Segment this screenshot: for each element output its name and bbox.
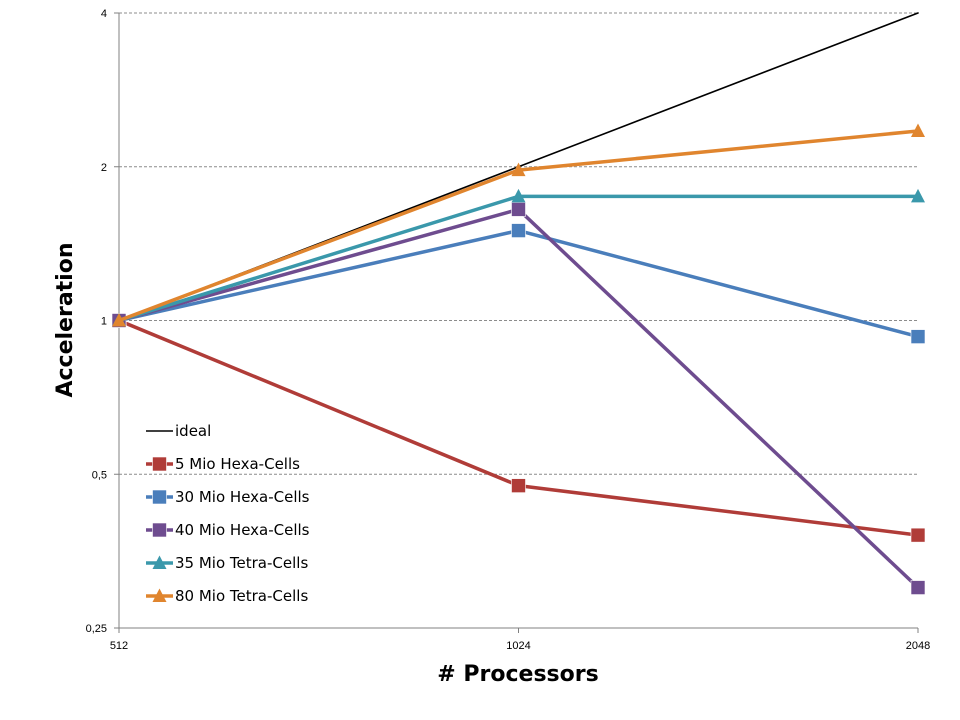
legend-swatch-marker (152, 522, 167, 538)
y-tick-label: 0,5 (92, 469, 107, 481)
series-layer (111, 12, 926, 595)
legend-item-80-mio-tetra-cells: 80 Mio Tetra-Cells (146, 587, 308, 605)
legend-item-40-mio-hexa-cells: 40 Mio Hexa-Cells (146, 521, 310, 539)
legend-label: ideal (175, 422, 211, 440)
data-point-30-mio-hexa-cells (910, 329, 926, 344)
y-axis-title: Acceleration (53, 242, 78, 397)
legend-swatch-marker (152, 588, 167, 602)
data-point-30-mio-hexa-cells (511, 223, 526, 238)
legend-label: 5 Mio Hexa-Cells (175, 455, 300, 473)
y-tick-label: 2 (101, 162, 107, 174)
legend-label: 40 Mio Hexa-Cells (175, 521, 310, 539)
y-tick-label: 1 (101, 316, 107, 328)
legend-label: 30 Mio Hexa-Cells (175, 488, 310, 506)
legend: ideal 5 Mio Hexa-Cells 30 Mio Hexa-Cells 40… (146, 422, 310, 605)
x-tick-label: 2048 (906, 640, 930, 652)
legend-swatch-marker (152, 456, 167, 472)
x-axis-title: # Processors (437, 662, 598, 687)
data-point-35-mio-tetra-cells (511, 188, 526, 203)
legend-label: 80 Mio Tetra-Cells (175, 587, 308, 605)
x-tick-label: 1024 (506, 640, 530, 652)
legend-item-5-mio-hexa-cells: 5 Mio Hexa-Cells (146, 455, 300, 473)
legend-item-35-mio-tetra-cells: 35 Mio Tetra-Cells (146, 554, 308, 572)
data-point-80-mio-tetra-cells (112, 313, 126, 327)
x-tick-label: 512 (110, 640, 128, 652)
data-point-35-mio-tetra-cells (911, 188, 925, 203)
legend-item-30-mio-hexa-cells: 30 Mio Hexa-Cells (146, 488, 310, 506)
x-tick-labels: 512 1024 2048 (110, 640, 930, 652)
data-point-80-mio-tetra-cells (911, 123, 925, 137)
y-tick-label: 4 (101, 8, 107, 20)
data-point-40-mio-hexa-cells (910, 580, 926, 595)
series-80-mio-tetra-cells (112, 123, 925, 327)
legend-swatch-marker (152, 489, 167, 505)
legend-swatch-marker (152, 555, 167, 569)
data-point-5-mio-hexa-cells (910, 527, 926, 543)
data-point-80-mio-tetra-cells (511, 162, 526, 177)
y-tick-label: 0,25 (86, 623, 107, 635)
grid-lines (114, 12, 919, 633)
y-tick-labels: 0,25 0,5 1 2 4 (86, 8, 107, 635)
data-point-5-mio-hexa-cells (511, 478, 526, 493)
data-point-40-mio-hexa-cells (511, 202, 526, 217)
series-5-mio-hexa-cells (111, 313, 926, 543)
legend-label: 35 Mio Tetra-Cells (175, 554, 308, 572)
legend-item-ideal: ideal (146, 422, 211, 440)
